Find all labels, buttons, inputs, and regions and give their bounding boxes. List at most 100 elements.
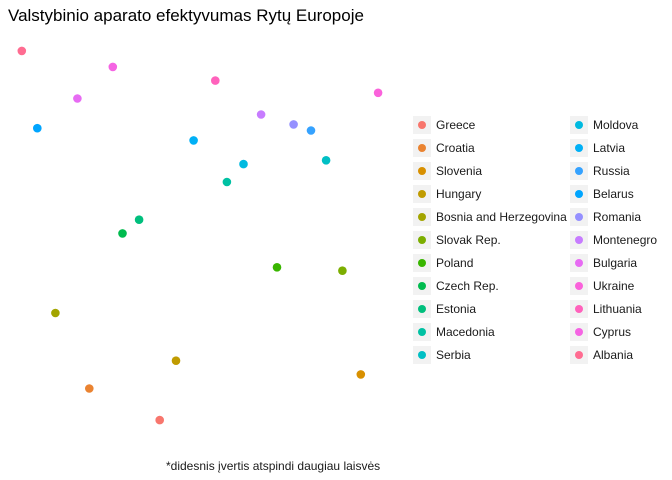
legend-label: Czech Rep.	[436, 278, 499, 293]
legend-dot-icon	[418, 143, 426, 152]
point-slovenia	[356, 370, 366, 379]
legend-dot-icon	[575, 235, 583, 244]
point-bosnia-and-herzegovina	[51, 308, 60, 318]
legend-dot-icon	[418, 166, 426, 175]
legend-item-slovak-rep: Slovak Rep.	[413, 228, 567, 251]
point-russia	[306, 126, 316, 135]
point-bulgaria	[73, 94, 82, 103]
legend-key	[570, 345, 588, 364]
legend-dot-icon	[418, 281, 426, 290]
legend-dot-icon	[418, 258, 426, 267]
legend-item-latvia: Latvia	[570, 136, 657, 159]
point-cyprus	[108, 62, 118, 72]
legend-key	[570, 253, 588, 272]
legend-item-bulgaria: Bulgaria	[570, 251, 657, 274]
legend-label: Slovenia	[436, 163, 483, 178]
legend-key	[570, 207, 588, 226]
legend-dot-icon	[575, 281, 583, 290]
point-albania	[17, 46, 27, 56]
legend-label: Croatia	[436, 140, 475, 155]
legend-key	[570, 161, 588, 180]
point-ukraine	[373, 88, 383, 98]
legend-item-czech-rep: Czech Rep.	[413, 274, 567, 297]
legend-dot-icon	[575, 304, 583, 313]
legend-key	[570, 138, 588, 157]
legend-label: Slovak Rep.	[436, 232, 501, 247]
legend-key	[413, 299, 431, 318]
legend-key	[413, 184, 431, 203]
point-latvia	[189, 136, 198, 145]
point-macedonia	[222, 177, 232, 187]
legend-item-cyprus: Cyprus	[570, 320, 657, 343]
legend-key	[413, 161, 431, 180]
legend-dot-icon	[575, 143, 583, 152]
legend-item-montenegro: Montenegro	[570, 228, 657, 251]
legend-label: Hungary	[436, 186, 482, 201]
legend-key	[413, 276, 431, 295]
legend-item-slovenia: Slovenia	[413, 159, 567, 182]
legend-key	[413, 345, 431, 364]
legend-column-1: Greece Croatia Slovenia Hungary Bosnia and H…	[413, 113, 567, 366]
legend-key	[570, 299, 588, 318]
point-romania	[289, 120, 298, 129]
legend-label: Latvia	[593, 140, 626, 155]
legend-label: Serbia	[436, 347, 471, 362]
legend-item-belarus: Belarus	[570, 182, 657, 205]
legend-dot-icon	[418, 350, 426, 359]
legend-dot-icon	[418, 189, 426, 198]
legend-item-romania: Romania	[570, 205, 657, 228]
chart-caption: *didesnis įvertis atspindi daugiau laisv…	[166, 459, 381, 473]
legend-item-hungary: Hungary	[413, 182, 567, 205]
legend-dot-icon	[575, 350, 583, 359]
legend-item-serbia: Serbia	[413, 343, 567, 366]
legend-key	[570, 230, 588, 249]
legend-label: Estonia	[436, 301, 477, 316]
point-moldova	[239, 159, 248, 169]
legend-item-lithuania: Lithuania	[570, 297, 657, 320]
legend-item-macedonia: Macedonia	[413, 320, 567, 343]
legend-item-albania: Albania	[570, 343, 657, 366]
legend-label: Ukraine	[593, 278, 635, 293]
legend-item-croatia: Croatia	[413, 136, 567, 159]
legend-dot-icon	[575, 258, 583, 267]
legend-label: Romania	[593, 209, 642, 224]
legend-label: Moldova	[593, 117, 639, 132]
legend-key	[413, 230, 431, 249]
point-lithuania	[211, 76, 220, 85]
legend-dot-icon	[575, 212, 583, 221]
point-croatia	[85, 384, 94, 393]
point-greece	[155, 415, 164, 425]
legend-dot-icon	[418, 212, 426, 221]
legend-label: Bulgaria	[593, 255, 638, 270]
legend-dot-icon	[575, 166, 583, 175]
legend-label: Russia	[593, 163, 630, 178]
legend-key	[570, 322, 588, 341]
legend-item-russia: Russia	[570, 159, 657, 182]
legend-item-ukraine: Ukraine	[570, 274, 657, 297]
legend-dot-icon	[418, 327, 426, 336]
legend-label: Greece	[436, 117, 476, 132]
legend-label: Montenegro	[593, 232, 658, 247]
legend-dot-icon	[418, 304, 426, 313]
legend-label: Poland	[436, 255, 474, 270]
legend-dot-icon	[418, 120, 426, 129]
point-poland	[272, 263, 282, 272]
point-czech-rep	[118, 229, 127, 238]
legend-dot-icon	[575, 327, 583, 336]
legend-key	[413, 253, 431, 272]
legend-key	[413, 115, 431, 134]
legend-key	[570, 276, 588, 295]
legend-key	[413, 207, 431, 226]
legend-key	[413, 322, 431, 341]
point-hungary	[171, 356, 181, 366]
legend-key	[570, 184, 588, 203]
legend-label: Macedonia	[436, 324, 495, 339]
legend-item-estonia: Estonia	[413, 297, 567, 320]
legend-label: Belarus	[593, 186, 634, 201]
legend-label: Cyprus	[593, 324, 632, 339]
legend-dot-icon	[575, 120, 583, 129]
point-serbia	[321, 156, 331, 165]
legend-item-poland: Poland	[413, 251, 567, 274]
legend-label: Bosnia and Herzegovina	[436, 209, 567, 224]
